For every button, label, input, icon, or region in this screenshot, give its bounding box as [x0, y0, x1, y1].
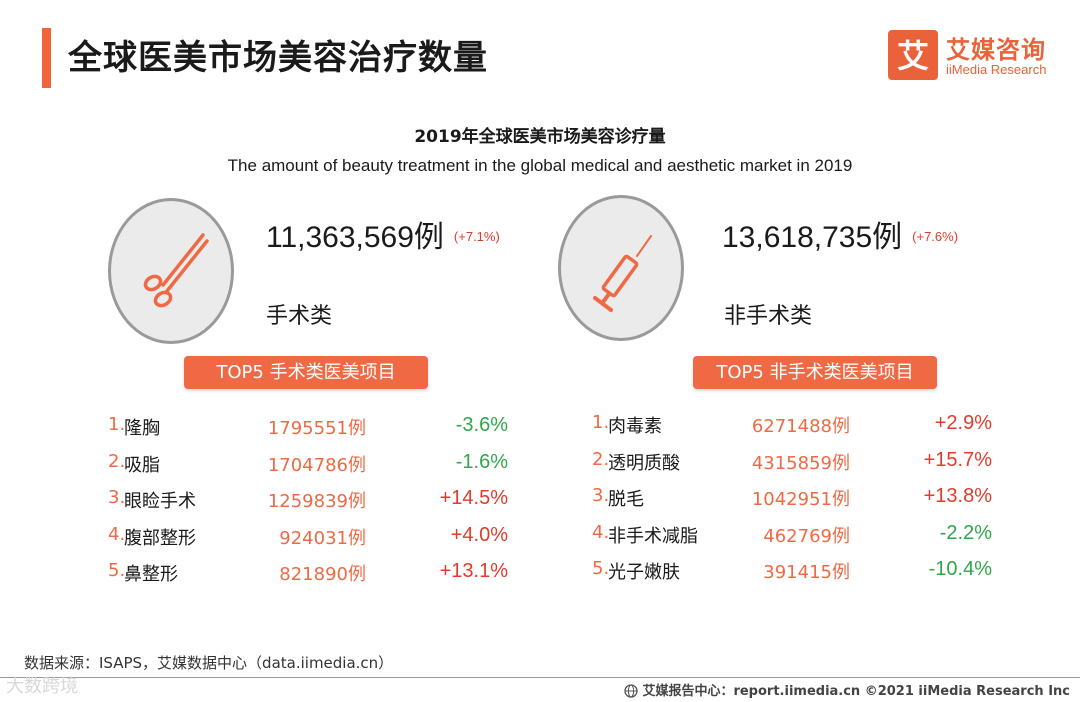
row-value: 1795551例 [267, 418, 366, 439]
surgical-category-label: 手术类 [266, 304, 333, 329]
row-change: +4.0% [450, 523, 508, 546]
footer-copyright: 艾媒报告中心：report.iimedia.cn ©2021 iiMedia R… [624, 680, 1070, 699]
row-change: +15.7% [923, 448, 992, 471]
table-row: 4. 非手术减脂 462769例 -2.2% [592, 518, 992, 555]
row-change: -3.6% [455, 414, 508, 436]
row-name: 隆胸 [124, 418, 160, 439]
row-rank: 4. [108, 523, 126, 545]
scissors-icon [143, 233, 209, 308]
non-surgical-total-value: 13,618,735 [722, 221, 873, 254]
table-row: 3. 脱毛 1042951例 +13.8% [592, 481, 992, 518]
data-source: 数据来源：ISAPS，艾媒数据中心（data.iimedia.cn） [24, 654, 394, 672]
iimedia-logo: 艾 艾媒咨询 iiMedia Research [888, 30, 1068, 82]
row-change: +13.8% [923, 485, 992, 507]
row-rank: 1. [108, 414, 126, 435]
row-name: 腹部整形 [124, 527, 196, 549]
logo-chinese-name: 艾媒咨询 [946, 36, 1046, 64]
row-name: 光子嫩肤 [608, 562, 680, 583]
row-change: +14.5% [439, 487, 508, 509]
surgical-total-unit: 例 [413, 220, 444, 255]
non-surgical-category-label: 非手术类 [724, 304, 813, 329]
table-row: 1. 肉毒素 6271488例 +2.9% [592, 408, 992, 445]
surgical-icon-circle [108, 198, 234, 344]
row-rank: 4. [592, 521, 610, 543]
surgical-total: 11,363,569例 (+7.1%) [266, 212, 500, 256]
syringe-icon [593, 235, 652, 312]
non-surgical-top5-badge: TOP5 非手术类医美项目 [693, 356, 937, 389]
table-row: 5. 鼻整形 821890例 +13.1% [108, 556, 508, 593]
row-rank: 2. [592, 448, 610, 470]
row-value: 391415例 [763, 562, 850, 583]
non-surgical-total-unit: 例 [872, 220, 903, 255]
table-row: 1. 隆胸 1795551例 -3.6% [108, 410, 508, 447]
row-change: -1.6% [455, 450, 508, 473]
row-rank: 5. [592, 558, 610, 579]
row-rank: 5. [108, 560, 126, 581]
non-surgical-icon-circle [558, 195, 684, 341]
row-value: 4315859例 [751, 452, 850, 474]
table-row: 5. 光子嫩肤 391415例 -10.4% [592, 554, 992, 591]
surgical-growth: (+7.1%) [453, 229, 500, 244]
row-name: 透明质酸 [608, 452, 680, 474]
non-surgical-total: 13,618,735例 (+7.6%) [722, 212, 958, 256]
row-name: 鼻整形 [124, 564, 178, 585]
row-name: 肉毒素 [608, 416, 662, 437]
row-name: 非手术减脂 [608, 525, 698, 547]
row-value: 6271488例 [751, 416, 850, 437]
table-row: 3. 眼睑手术 1259839例 +14.5% [108, 483, 508, 520]
footer-divider [0, 677, 1080, 678]
logo-mark-text: 艾 [897, 37, 929, 75]
surgical-top5-list: 1. 隆胸 1795551例 -3.6% 2. 吸脂 1704786例 -1.6… [108, 410, 508, 593]
row-rank: 3. [592, 485, 610, 506]
row-name: 眼睑手术 [124, 491, 196, 512]
non-surgical-growth: (+7.6%) [912, 229, 959, 244]
logo-mark: 艾 [888, 30, 938, 80]
row-value: 1704786例 [267, 454, 366, 476]
table-row: 4. 腹部整形 924031例 +4.0% [108, 520, 508, 557]
chart-subtitle: The amount of beauty treatment in the gl… [227, 156, 853, 175]
logo-english-name: iiMedia Research [946, 62, 1047, 77]
surgical-total-value: 11,363,569 [266, 221, 414, 254]
row-value: 821890例 [279, 564, 366, 585]
non-surgical-top5-list: 1. 肉毒素 6271488例 +2.9% 2. 透明质酸 4315859例 +… [592, 408, 992, 591]
globe-icon [624, 684, 639, 698]
row-value: 462769例 [763, 525, 850, 547]
row-change: -2.2% [939, 521, 992, 544]
surgical-top5-badge: TOP5 手术类医美项目 [184, 356, 428, 389]
row-value: 1259839例 [267, 491, 366, 512]
chart-title: 2019年全球医美市场美容诊疗量 [414, 127, 666, 147]
footer-copyright-text: 艾媒报告中心：report.iimedia.cn ©2021 iiMedia R… [642, 684, 1070, 699]
row-value: 924031例 [279, 527, 366, 549]
row-name: 吸脂 [124, 454, 160, 476]
row-rank: 1. [592, 412, 610, 433]
row-change: +13.1% [439, 560, 508, 582]
logo-mark-glyph: 艾 [897, 37, 929, 75]
page-title: 全球医美市场美容治疗数量 [68, 38, 488, 78]
row-change: -10.4% [928, 558, 992, 580]
row-name: 脱毛 [608, 489, 644, 510]
row-change: +2.9% [934, 412, 992, 434]
row-rank: 3. [108, 487, 126, 508]
row-value: 1042951例 [751, 489, 850, 510]
watermark: 大数跨境 [6, 676, 78, 697]
table-row: 2. 吸脂 1704786例 -1.6% [108, 447, 508, 484]
title-accent-bar [42, 28, 51, 88]
table-row: 2. 透明质酸 4315859例 +15.7% [592, 445, 992, 482]
row-rank: 2. [108, 450, 126, 472]
